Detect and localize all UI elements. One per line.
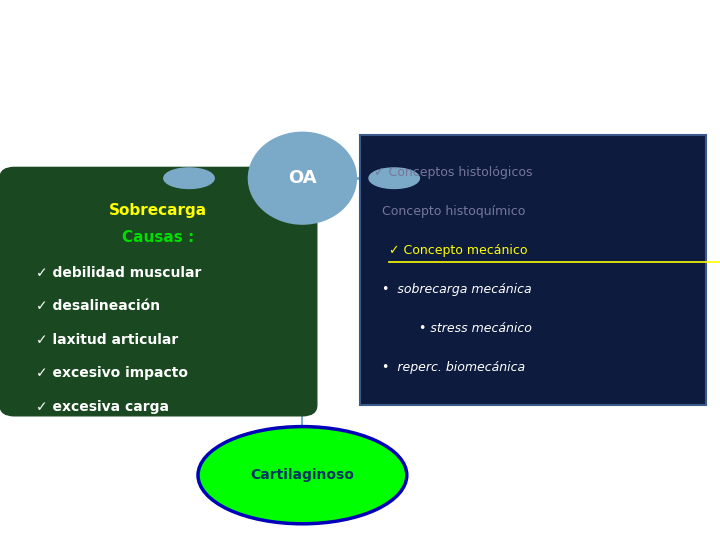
FancyBboxPatch shape (0, 167, 317, 416)
Text: ✓ Concepto mecánico: ✓ Concepto mecánico (389, 244, 527, 257)
Text: ✓ excesivo impacto: ✓ excesivo impacto (36, 366, 188, 380)
Text: ✓ desalineación: ✓ desalineación (36, 299, 160, 313)
Text: •  sobrecarga mecánica: • sobrecarga mecánica (382, 283, 531, 296)
Text: ✓ debilidad muscular: ✓ debilidad muscular (36, 266, 202, 280)
Ellipse shape (369, 168, 419, 188)
Text: ✓ laxitud articular: ✓ laxitud articular (36, 333, 179, 347)
Text: Causas :: Causas : (122, 230, 194, 245)
Text: Cartilaginoso: Cartilaginoso (251, 468, 354, 482)
Text: ✓ Conceptos histológicos: ✓ Conceptos histológicos (374, 166, 533, 179)
Text: Concepto histoquímico: Concepto histoquímico (374, 205, 526, 218)
Text: ✓ excesiva carga: ✓ excesiva carga (36, 400, 169, 414)
Ellipse shape (248, 132, 356, 224)
Text: • stress mecánico: • stress mecánico (403, 322, 532, 335)
Text: Sobrecarga: Sobrecarga (109, 203, 207, 218)
Text: •  reperc. biomecánica: • reperc. biomecánica (382, 361, 525, 374)
Text: OA: OA (288, 169, 317, 187)
Ellipse shape (198, 427, 407, 524)
FancyBboxPatch shape (360, 135, 706, 405)
Ellipse shape (164, 168, 215, 188)
